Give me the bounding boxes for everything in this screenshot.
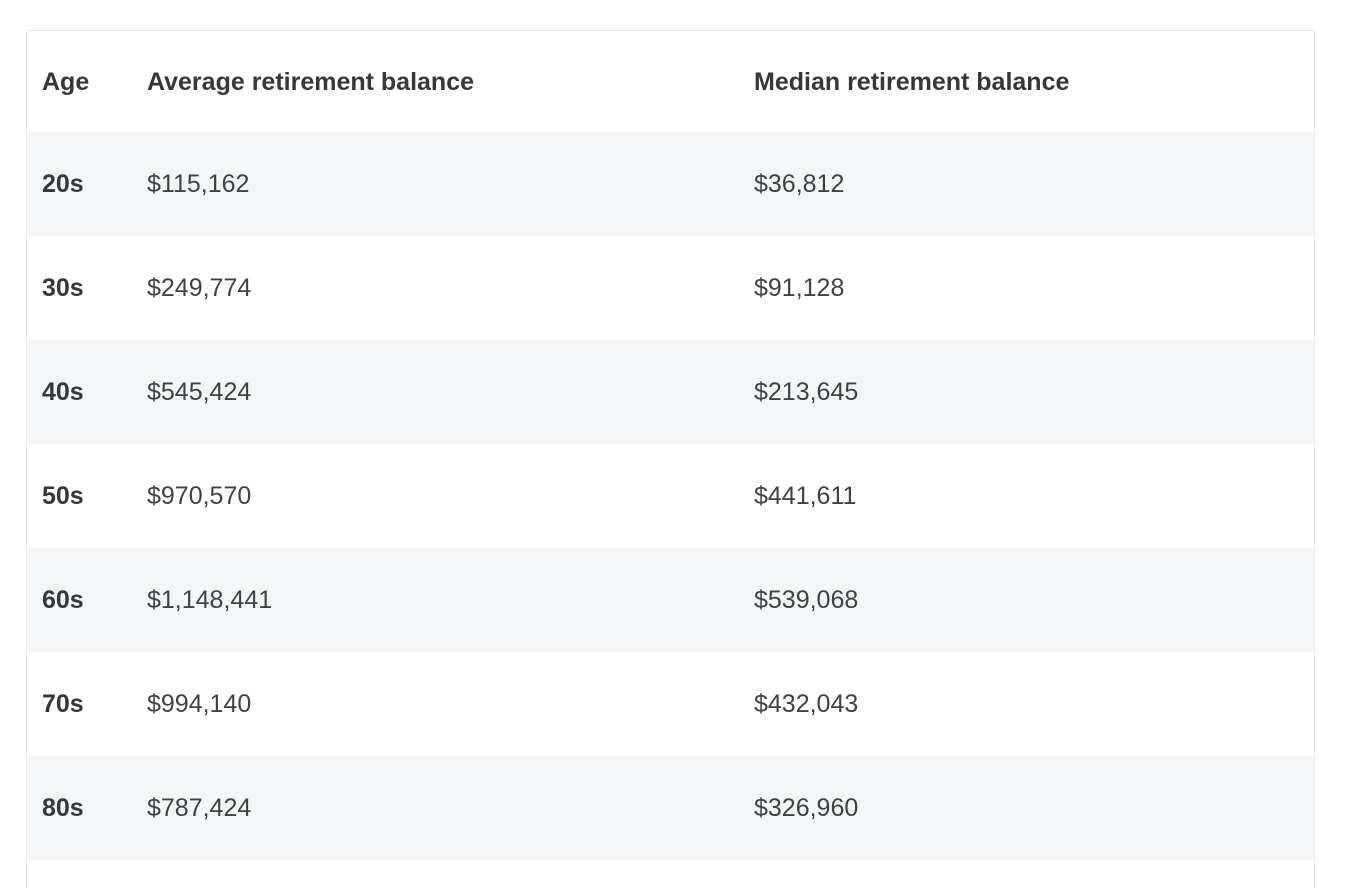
average-balance-cell: $1,148,441 — [147, 586, 273, 614]
table-row: 20s $115,162 $36,812 — [27, 132, 1314, 236]
age-cell: 80s — [42, 794, 84, 822]
col-header-age: Age — [42, 67, 90, 96]
average-balance-cell: $249,774 — [147, 274, 252, 302]
col-header-median-balance: Median retirement balance — [754, 67, 1070, 96]
average-balance-cell: $970,570 — [147, 482, 252, 510]
median-balance-cell: $441,611 — [754, 482, 857, 510]
average-balance-cell: $787,424 — [147, 794, 252, 822]
median-balance-cell: $432,043 — [754, 690, 859, 718]
table-row: 50s $970,570 $441,611 — [27, 444, 1314, 548]
median-balance-cell: $326,960 — [754, 794, 859, 822]
median-balance-cell: $539,068 — [754, 586, 859, 614]
col-header-average-balance: Average retirement balance — [147, 67, 475, 96]
median-balance-cell: $213,645 — [754, 378, 859, 406]
average-balance-cell: $115,162 — [147, 170, 250, 198]
retirement-balance-table-container: Age Average retirement balance Median re… — [26, 30, 1315, 888]
table-row: 70s $994,140 $432,043 — [27, 652, 1314, 756]
table-row: 80s $787,424 $326,960 — [27, 756, 1314, 860]
table-row: 40s $545,424 $213,645 — [27, 340, 1314, 444]
table-row: 60s $1,148,441 $539,068 — [27, 548, 1314, 652]
median-balance-cell: $36,812 — [754, 170, 845, 198]
header-row: Age Average retirement balance Median re… — [27, 31, 1314, 132]
age-cell: 40s — [42, 378, 84, 406]
age-cell: 30s — [42, 274, 84, 302]
retirement-balance-table: Age Average retirement balance Median re… — [27, 31, 1314, 860]
median-balance-cell: $91,128 — [754, 274, 845, 302]
age-cell: 20s — [42, 170, 84, 198]
average-balance-cell: $545,424 — [147, 378, 252, 406]
age-cell: 70s — [42, 690, 84, 718]
age-cell: 60s — [42, 586, 84, 614]
average-balance-cell: $994,140 — [147, 690, 252, 718]
table-row: 30s $249,774 $91,128 — [27, 236, 1314, 340]
age-cell: 50s — [42, 482, 84, 510]
